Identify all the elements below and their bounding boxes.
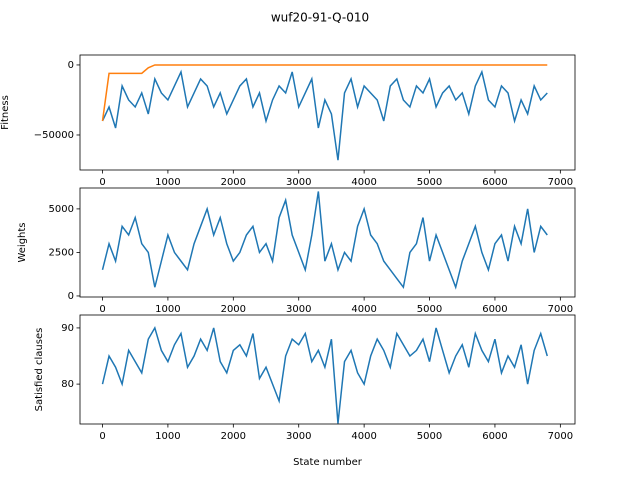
y-axis-label: Fitness <box>0 95 11 130</box>
x-tick-label: 0 <box>99 304 105 315</box>
x-tick-label: 6000 <box>482 177 507 188</box>
x-tick-label: 4000 <box>351 431 376 442</box>
y-axis-label: Satisfied clauses <box>34 328 45 412</box>
y-tick-label: 0 <box>68 291 74 302</box>
series-line <box>101 326 548 424</box>
axes-frame <box>79 54 576 171</box>
x-tick-label: 3000 <box>286 304 311 315</box>
x-tick-label: 5000 <box>417 177 442 188</box>
y-tick-label: 5000 <box>49 204 74 215</box>
x-tick-label: 1000 <box>155 304 180 315</box>
x-tick-label: 7000 <box>548 431 573 442</box>
x-tick-label: 0 <box>99 431 105 442</box>
x-tick-label: 4000 <box>351 177 376 188</box>
figure-title: wuf20-91-Q-010 <box>271 11 369 25</box>
series-line <box>101 191 548 290</box>
x-tick-label: 1000 <box>155 177 180 188</box>
x-tick-label: 2000 <box>221 177 246 188</box>
x-tick-label: 4000 <box>351 304 376 315</box>
series-line <box>101 69 548 161</box>
series-line <box>101 64 548 122</box>
x-tick-label: 5000 <box>417 431 442 442</box>
x-tick-label: 1000 <box>155 431 180 442</box>
axes-frame <box>79 187 576 298</box>
y-tick-label: 0 <box>68 60 74 71</box>
x-tick-label: 5000 <box>417 304 442 315</box>
x-tick-label: 7000 <box>548 177 573 188</box>
y-tick-label: −50000 <box>34 130 74 141</box>
y-tick-label: 80 <box>61 379 74 390</box>
x-tick-label: 2000 <box>221 304 246 315</box>
y-tick-label: 2500 <box>49 247 74 258</box>
x-tick-label: 3000 <box>286 177 311 188</box>
y-tick-label: 90 <box>61 323 74 334</box>
axes-frame <box>79 314 576 425</box>
x-tick-label: 3000 <box>286 431 311 442</box>
x-tick-label: 2000 <box>221 431 246 442</box>
x-tick-label: 7000 <box>548 304 573 315</box>
x-tick-label: 6000 <box>482 431 507 442</box>
x-axis-label: State number <box>293 457 363 468</box>
y-axis-label: Weights <box>17 222 28 262</box>
x-tick-label: 6000 <box>482 304 507 315</box>
x-tick-label: 0 <box>99 177 105 188</box>
